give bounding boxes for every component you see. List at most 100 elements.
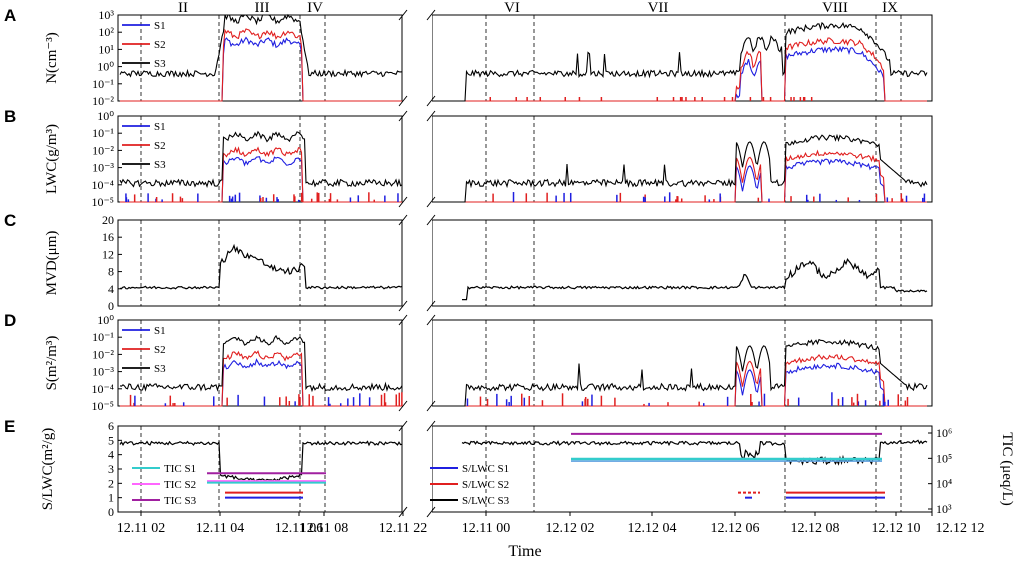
legend-label: S3 [154,159,166,171]
y-tick-label: 10⁻¹ [92,126,114,140]
y-tick-label: 5 [108,433,114,447]
y-tick-label: 10⁻⁵ [91,399,114,413]
axis-break-mark [398,400,408,412]
y-tick-label: 10⁰ [97,109,114,123]
y-axis-label: N(cm⁻³) [44,32,60,84]
axis-break-mark [426,9,436,21]
x-tick-label: 12.11 02 [117,521,165,536]
axis-gap [403,114,432,204]
axis-break-mark [426,300,436,312]
period-labels: II III IV VI VII VIII IX [178,0,898,16]
frame-right [431,14,933,102]
y-tick-label: 10⁻² [92,94,114,108]
y2-tick-label: 10⁴ [936,477,952,491]
y-tick-label: 10⁻⁵ [91,195,114,209]
period-label: IX [882,0,898,16]
series-line-s2 [462,149,927,203]
frame-right [431,115,933,203]
y-tick-label: 10¹ [98,42,114,56]
x-tick-label: 12.11 00 [462,521,510,536]
legend-label: S3 [154,58,166,70]
x-tick-label: 12.12 02 [546,521,595,536]
y-tick-label: 4 [108,282,114,296]
frame-left [117,425,403,513]
series-line-s3 [462,21,928,102]
x-tick-label: 12.12 06 [711,521,760,536]
y2-tick-label: 10³ [936,502,952,516]
y-tick-label: 10⁰ [97,313,114,327]
series-line-s2 [120,28,402,102]
axis-break-mark [426,420,436,432]
legend-label: S1 [154,20,166,32]
period-label: VII [648,0,669,16]
series-line-s3 [119,334,403,393]
y-tick-label: 8 [108,265,114,279]
series-line-s2 [120,350,402,407]
panel-D: D S(m²/m³) 10⁻⁵ 10⁻⁴ 10⁻³ 10⁻² 10⁻¹ 10⁰ S1 S2 S3 [4,311,933,413]
axis-gap [403,424,432,514]
y-tick-label: 1 [108,491,114,505]
y-axis-label: S/LWC(m²/g) [40,428,56,511]
series-line-s3 [119,13,403,78]
y-tick-label: 6 [108,419,114,433]
period-label: VIII [822,0,848,16]
x-tick-label: 12.12 10 [872,521,921,536]
x-tick-label: 12.11 08 [300,521,348,536]
legend-label: S2 [154,140,166,152]
frame-left [117,14,403,102]
x-tick-label: 12.12 08 [791,521,840,536]
y2-axis-label: TIC (μeq/L) [999,432,1015,505]
axis-break-mark [398,300,408,312]
panel-B: B LWC(g/m³) 10⁻⁵ 10⁻⁴ 10⁻³ 10⁻² 10⁻¹ 10⁰ S1 S2 S3 [4,107,933,209]
y-axis-label: S(m²/m³) [44,336,60,391]
series-line-s-lwc-s3 [119,440,403,484]
legend-label: S/LWC S1 [462,463,509,475]
x-tick-label: 12.11 04 [196,521,244,536]
series-line-s1 [462,45,927,102]
y-tick-label: 10⁻³ [92,365,114,379]
panel-letter: D [4,311,16,330]
axis-break-mark [398,314,408,326]
y-tick-label: 4 [108,448,114,462]
y2-tick-label: 10⁵ [936,451,952,465]
y-tick-label: 12 [102,247,114,261]
legend-label: TIC S3 [164,495,197,507]
x-tick-label: 12.12 04 [628,521,677,536]
series-line-s3 [119,130,403,188]
y-tick-label: 10⁻² [92,143,114,157]
y-tick-label: 10⁰ [97,60,114,74]
panel-letter: B [4,107,16,126]
y-tick-label: 20 [102,213,114,227]
panel-letter: C [4,211,16,230]
axis-gap [403,218,432,308]
axis-break-mark [398,196,408,208]
y-tick-label: 10⁻² [92,347,114,361]
y-tick-label: 10⁻¹ [92,330,114,344]
axis-break-mark [398,9,408,21]
axis-break-mark [426,506,436,518]
axis-break-mark [426,214,436,226]
legend-label: TIC S2 [164,479,196,491]
series-line-mvd [462,258,928,301]
panels: A N(cm⁻³) 10⁻² 10⁻¹ 10⁰ 10¹ 10² 10³ S1 S2 S3 B LWC(g… [4,6,1015,519]
legend-label: S3 [154,363,166,375]
series-line-s3 [462,338,928,407]
series-line-s3 [462,133,928,203]
legend-label: S1 [154,121,166,133]
y-tick-label: 10² [98,25,114,39]
y-tick-label: 10⁻⁴ [91,382,114,396]
y-tick-label: 10³ [98,8,114,22]
axis-break-mark [426,110,436,122]
axis-gap [403,318,432,408]
y-tick-label: 3 [108,462,114,476]
axis-break-mark [426,196,436,208]
axis-break-mark [426,95,436,107]
legend-label: S1 [154,325,166,337]
frame-right [431,319,933,407]
axis-break-mark [398,420,408,432]
legend-label: TIC S1 [164,463,196,475]
axis-break-mark [398,95,408,107]
